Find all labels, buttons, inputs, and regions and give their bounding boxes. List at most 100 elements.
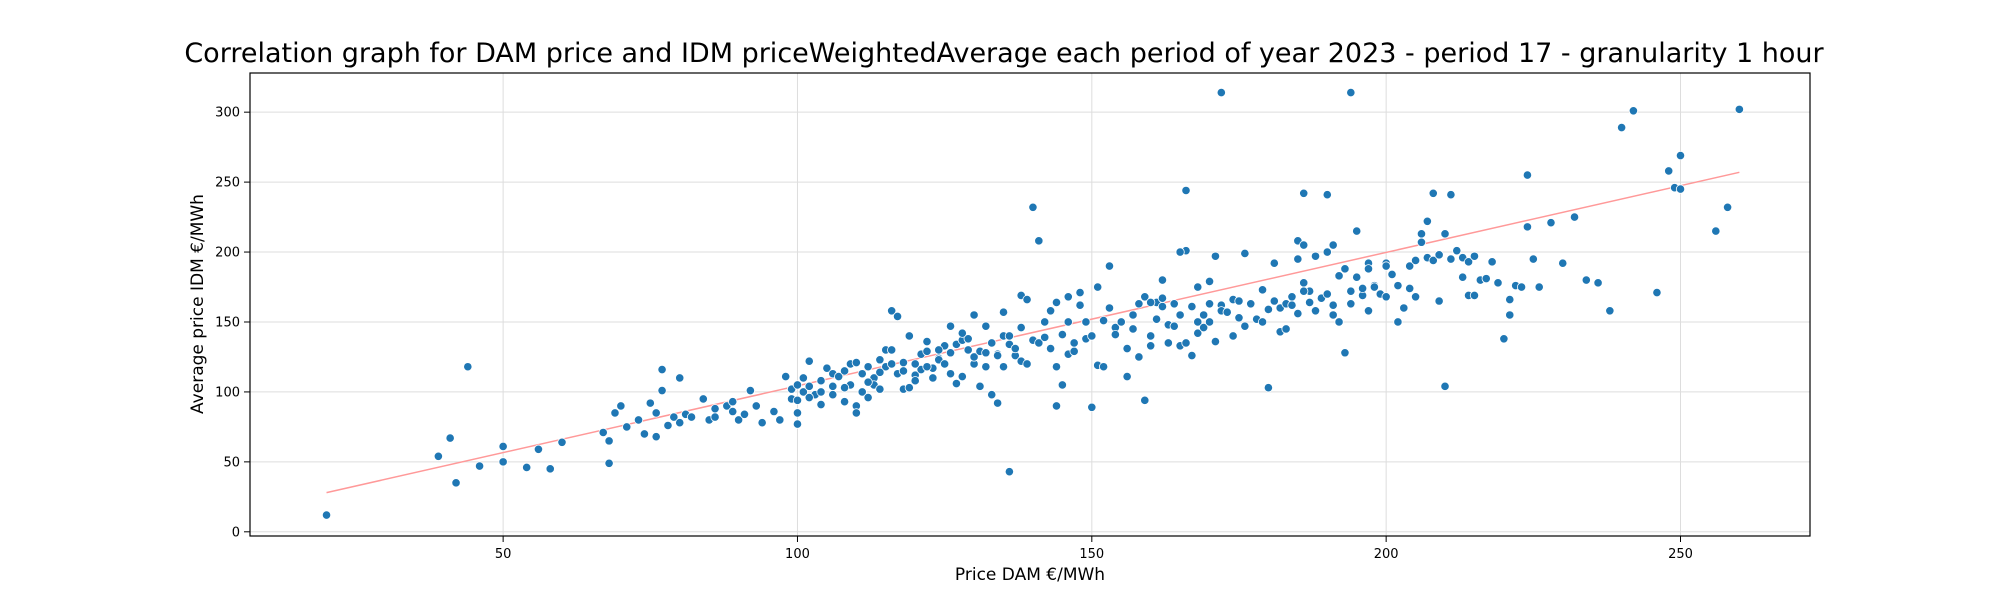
scatter-point (969, 352, 979, 362)
scatter-point (1051, 362, 1062, 372)
scatter-point (1199, 310, 1209, 320)
y-tick-label: 200 (215, 246, 240, 261)
scatter-point (1204, 276, 1215, 287)
scatter-point (898, 366, 909, 376)
scatter-point (1363, 264, 1374, 274)
scatter-point (1263, 304, 1274, 314)
scatter-point (1534, 282, 1544, 292)
scatter-point (1134, 352, 1144, 362)
scatter-point (1016, 322, 1026, 333)
scatter-point (651, 432, 661, 442)
scatter-point (1246, 299, 1256, 309)
scatter-point (1175, 310, 1185, 320)
scatter-point (474, 461, 485, 471)
y-tick-label: 0 (232, 525, 240, 540)
scatter-point (792, 408, 803, 418)
scatter-point (1204, 317, 1215, 327)
scatter-point (1652, 288, 1662, 298)
scatter-point (1452, 246, 1462, 256)
scatter-point (445, 433, 455, 443)
scatter-point (1051, 401, 1062, 411)
scatter-point (686, 412, 697, 422)
scatter-point (1069, 346, 1079, 356)
scatter-point (792, 419, 803, 429)
scatter-point (710, 404, 720, 414)
scatter-point (945, 321, 956, 331)
scatter-point (1104, 261, 1115, 271)
scatter-point (1328, 310, 1338, 320)
chart-title: Correlation graph for DAM price and IDM … (184, 38, 1824, 69)
scatter-point (963, 334, 973, 344)
scatter-point (1428, 188, 1438, 198)
scatter-point (728, 397, 738, 407)
scatter-point (1334, 317, 1344, 327)
scatter-point (1157, 293, 1168, 303)
scatter-point (1269, 258, 1279, 268)
scatter-point (1287, 292, 1297, 302)
scatter-point (498, 441, 508, 452)
scatter-point (1416, 229, 1427, 239)
scatter-point (1528, 254, 1538, 264)
scatter-point (1046, 343, 1056, 354)
scatter-point (1128, 310, 1138, 320)
scatter-point (1299, 278, 1309, 288)
x-tick-label: 150 (1079, 547, 1104, 562)
scatter-point (1363, 306, 1374, 316)
scatter-point (604, 458, 614, 468)
scatter-point (1305, 297, 1315, 308)
scatter-point (498, 457, 508, 467)
scatter-point (1293, 308, 1303, 319)
scatter-point (922, 362, 932, 372)
trend-line-layer (326, 171, 1740, 494)
x-tick-label: 200 (1374, 547, 1399, 562)
scatter-point (1022, 359, 1032, 369)
scatter-point (1187, 301, 1197, 312)
scatter-point (1458, 272, 1468, 282)
scatter-point (816, 387, 826, 397)
x-tick-label: 250 (1668, 547, 1693, 562)
scatter-point (1340, 348, 1350, 358)
scatter-point (775, 415, 785, 425)
scatter-point (451, 478, 461, 488)
scatter-point (1358, 283, 1368, 294)
scatter-point (1028, 202, 1038, 212)
scatter-point (1210, 336, 1221, 347)
scatter-point (1722, 202, 1733, 212)
scatter-point (887, 345, 897, 355)
scatter-point (1193, 328, 1203, 338)
scatter-point (781, 371, 791, 382)
y-tick-label: 100 (215, 385, 240, 400)
scatter-point (887, 359, 897, 369)
scatter-point (1169, 321, 1179, 331)
scatter-point (1040, 317, 1050, 327)
scatter-point (1287, 300, 1297, 310)
scatter-point (1057, 380, 1067, 390)
scatter-point (1416, 237, 1427, 247)
scatter-point (981, 348, 991, 358)
scatter-point (851, 408, 861, 418)
scatter-point (887, 306, 897, 316)
scatter-point (669, 412, 679, 422)
scatter-point (1140, 395, 1150, 405)
scatter-point (1734, 104, 1744, 114)
scatter-point (1499, 334, 1509, 344)
scatter-point (987, 390, 997, 400)
scatter-point (1110, 329, 1120, 340)
y-axis-label: Average price IDM €/MWh (188, 194, 208, 414)
scatter-point (675, 373, 685, 383)
scatter-point (951, 378, 962, 389)
scatter-point (1187, 350, 1197, 361)
scatter-point (1022, 295, 1032, 305)
scatter-point (828, 381, 838, 391)
scatter-point (1334, 271, 1344, 281)
scatter-point (1322, 190, 1332, 200)
scatter-point (633, 415, 644, 425)
scatter-point (1605, 306, 1615, 316)
scatter-point (1399, 303, 1409, 313)
scatter-point (1134, 299, 1144, 309)
scatter-point (1410, 292, 1421, 302)
scatter-point (751, 401, 761, 411)
scatter-point (1081, 317, 1091, 327)
scatter-point (839, 366, 850, 376)
scatter-point (1428, 255, 1438, 266)
